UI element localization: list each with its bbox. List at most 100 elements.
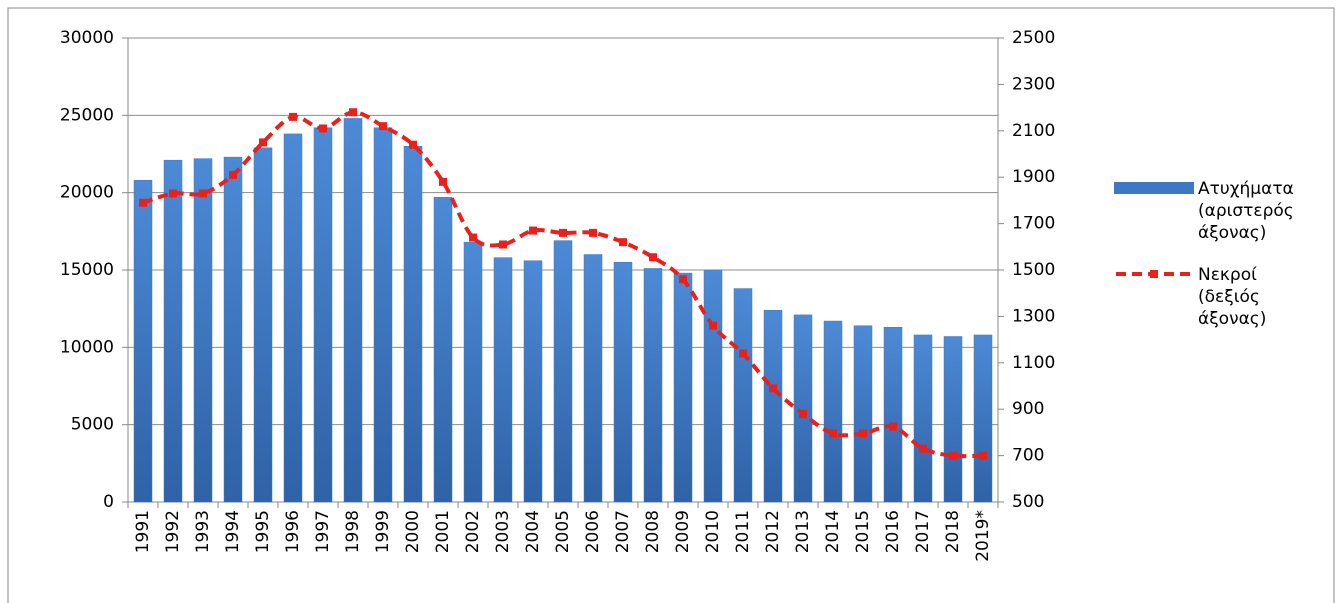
chart-border xyxy=(7,7,1335,603)
marker xyxy=(499,240,507,249)
y-tick-label: 10000 xyxy=(60,337,114,357)
marker xyxy=(409,140,417,149)
bar xyxy=(433,197,453,503)
x-tick-label: 1998 xyxy=(343,510,363,553)
bar xyxy=(673,272,693,503)
bar xyxy=(793,314,813,503)
x-tick-label: 2005 xyxy=(553,510,573,553)
bar xyxy=(133,180,153,503)
bar xyxy=(913,334,933,503)
y-tick-label: 5000 xyxy=(71,415,114,435)
y2-tick-label: 500 xyxy=(1012,492,1044,512)
x-tick-label: 1994 xyxy=(223,510,243,553)
bar xyxy=(703,269,723,503)
x-tick-label: 1991 xyxy=(133,510,153,553)
x-tick-label: 1995 xyxy=(253,510,273,553)
marker xyxy=(649,253,657,262)
x-tick-label: 1992 xyxy=(163,510,183,553)
bar xyxy=(283,133,303,503)
marker xyxy=(139,198,147,207)
x-tick-label: 2015 xyxy=(853,510,873,553)
x-tick-label: 1997 xyxy=(313,510,333,553)
marker xyxy=(559,228,567,237)
bar xyxy=(163,159,183,503)
x-tick-label: 2001 xyxy=(433,510,453,553)
marker xyxy=(949,451,957,460)
bar xyxy=(193,158,213,503)
legend-swatch-marker xyxy=(1150,270,1158,278)
bar xyxy=(373,127,393,503)
y2-tick-label: 1700 xyxy=(1012,214,1055,234)
x-tick-label: 2012 xyxy=(763,510,783,553)
marker xyxy=(709,321,717,330)
x-tick-label: 2010 xyxy=(703,510,723,553)
marker xyxy=(199,189,207,198)
y2-tick-label: 1300 xyxy=(1012,306,1055,326)
bar xyxy=(463,241,483,503)
marker xyxy=(859,429,867,438)
y-tick-label: 25000 xyxy=(60,105,114,125)
bar xyxy=(253,147,273,503)
legend: Ατυχήματα (αριστερός άξονας) Νεκροί (δεξι… xyxy=(1114,178,1308,350)
y2-tick-label: 2300 xyxy=(1012,74,1055,94)
legend-entry: Νεκροί (δεξιός άξονας) xyxy=(1114,264,1308,330)
x-tick-label: 1993 xyxy=(193,510,213,553)
marker xyxy=(229,170,237,179)
legend-swatch xyxy=(1114,182,1194,194)
marker xyxy=(319,124,327,133)
bar xyxy=(313,127,333,503)
legend-swatch xyxy=(1116,270,1192,278)
marker xyxy=(349,108,357,117)
x-tick-label: 2014 xyxy=(823,510,843,553)
bar xyxy=(493,257,513,503)
legend-label: Ατυχήματα (αριστερός άξονας) xyxy=(1198,179,1294,243)
x-tick-label: 2018 xyxy=(943,510,963,553)
x-tick-label: 2013 xyxy=(793,510,813,553)
marker xyxy=(919,444,927,453)
bar xyxy=(613,262,633,503)
x-tick-label: 2007 xyxy=(613,510,633,553)
bar xyxy=(223,156,243,503)
marker xyxy=(799,409,807,418)
bar xyxy=(883,326,903,503)
y2-tick-label: 700 xyxy=(1012,446,1044,466)
marker xyxy=(979,451,987,460)
legend-swatch-bar xyxy=(1114,182,1194,194)
y2-tick-label: 1500 xyxy=(1012,260,1055,280)
bar xyxy=(403,146,423,503)
marker xyxy=(589,228,597,237)
x-tick-label: 2008 xyxy=(643,510,663,553)
bar xyxy=(523,260,543,503)
x-tick-label: 2002 xyxy=(463,510,483,553)
x-tick-label: 2003 xyxy=(493,510,513,553)
legend-entry: Ατυχήματα (αριστερός άξονας) xyxy=(1114,178,1308,244)
bar xyxy=(853,325,873,503)
x-tick-label: 2016 xyxy=(883,510,903,553)
y2-tick-label: 1900 xyxy=(1012,167,1055,187)
marker xyxy=(529,226,537,235)
x-tick-label: 2004 xyxy=(523,510,543,553)
y2-tick-label: 1100 xyxy=(1012,353,1055,373)
bar xyxy=(763,309,783,503)
y-tick-label: 0 xyxy=(103,492,114,512)
marker xyxy=(259,138,267,147)
bar xyxy=(553,240,573,503)
y2-tick-label: 2500 xyxy=(1012,28,1055,48)
x-tick-label: 2009 xyxy=(673,510,693,553)
x-tick-label: 2006 xyxy=(583,510,603,553)
legend-label: Νεκροί (δεξιός άξονας) xyxy=(1198,265,1267,329)
marker xyxy=(439,177,447,186)
marker xyxy=(169,189,177,198)
marker xyxy=(469,233,477,242)
y-tick-label: 30000 xyxy=(60,28,114,48)
x-tick-label: 2019* xyxy=(973,510,993,562)
marker xyxy=(379,122,387,131)
x-tick-label: 1996 xyxy=(283,510,303,553)
bar xyxy=(823,320,843,503)
y2-tick-label: 900 xyxy=(1012,399,1044,419)
marker xyxy=(289,112,297,121)
marker xyxy=(769,384,777,393)
bar xyxy=(973,334,993,503)
